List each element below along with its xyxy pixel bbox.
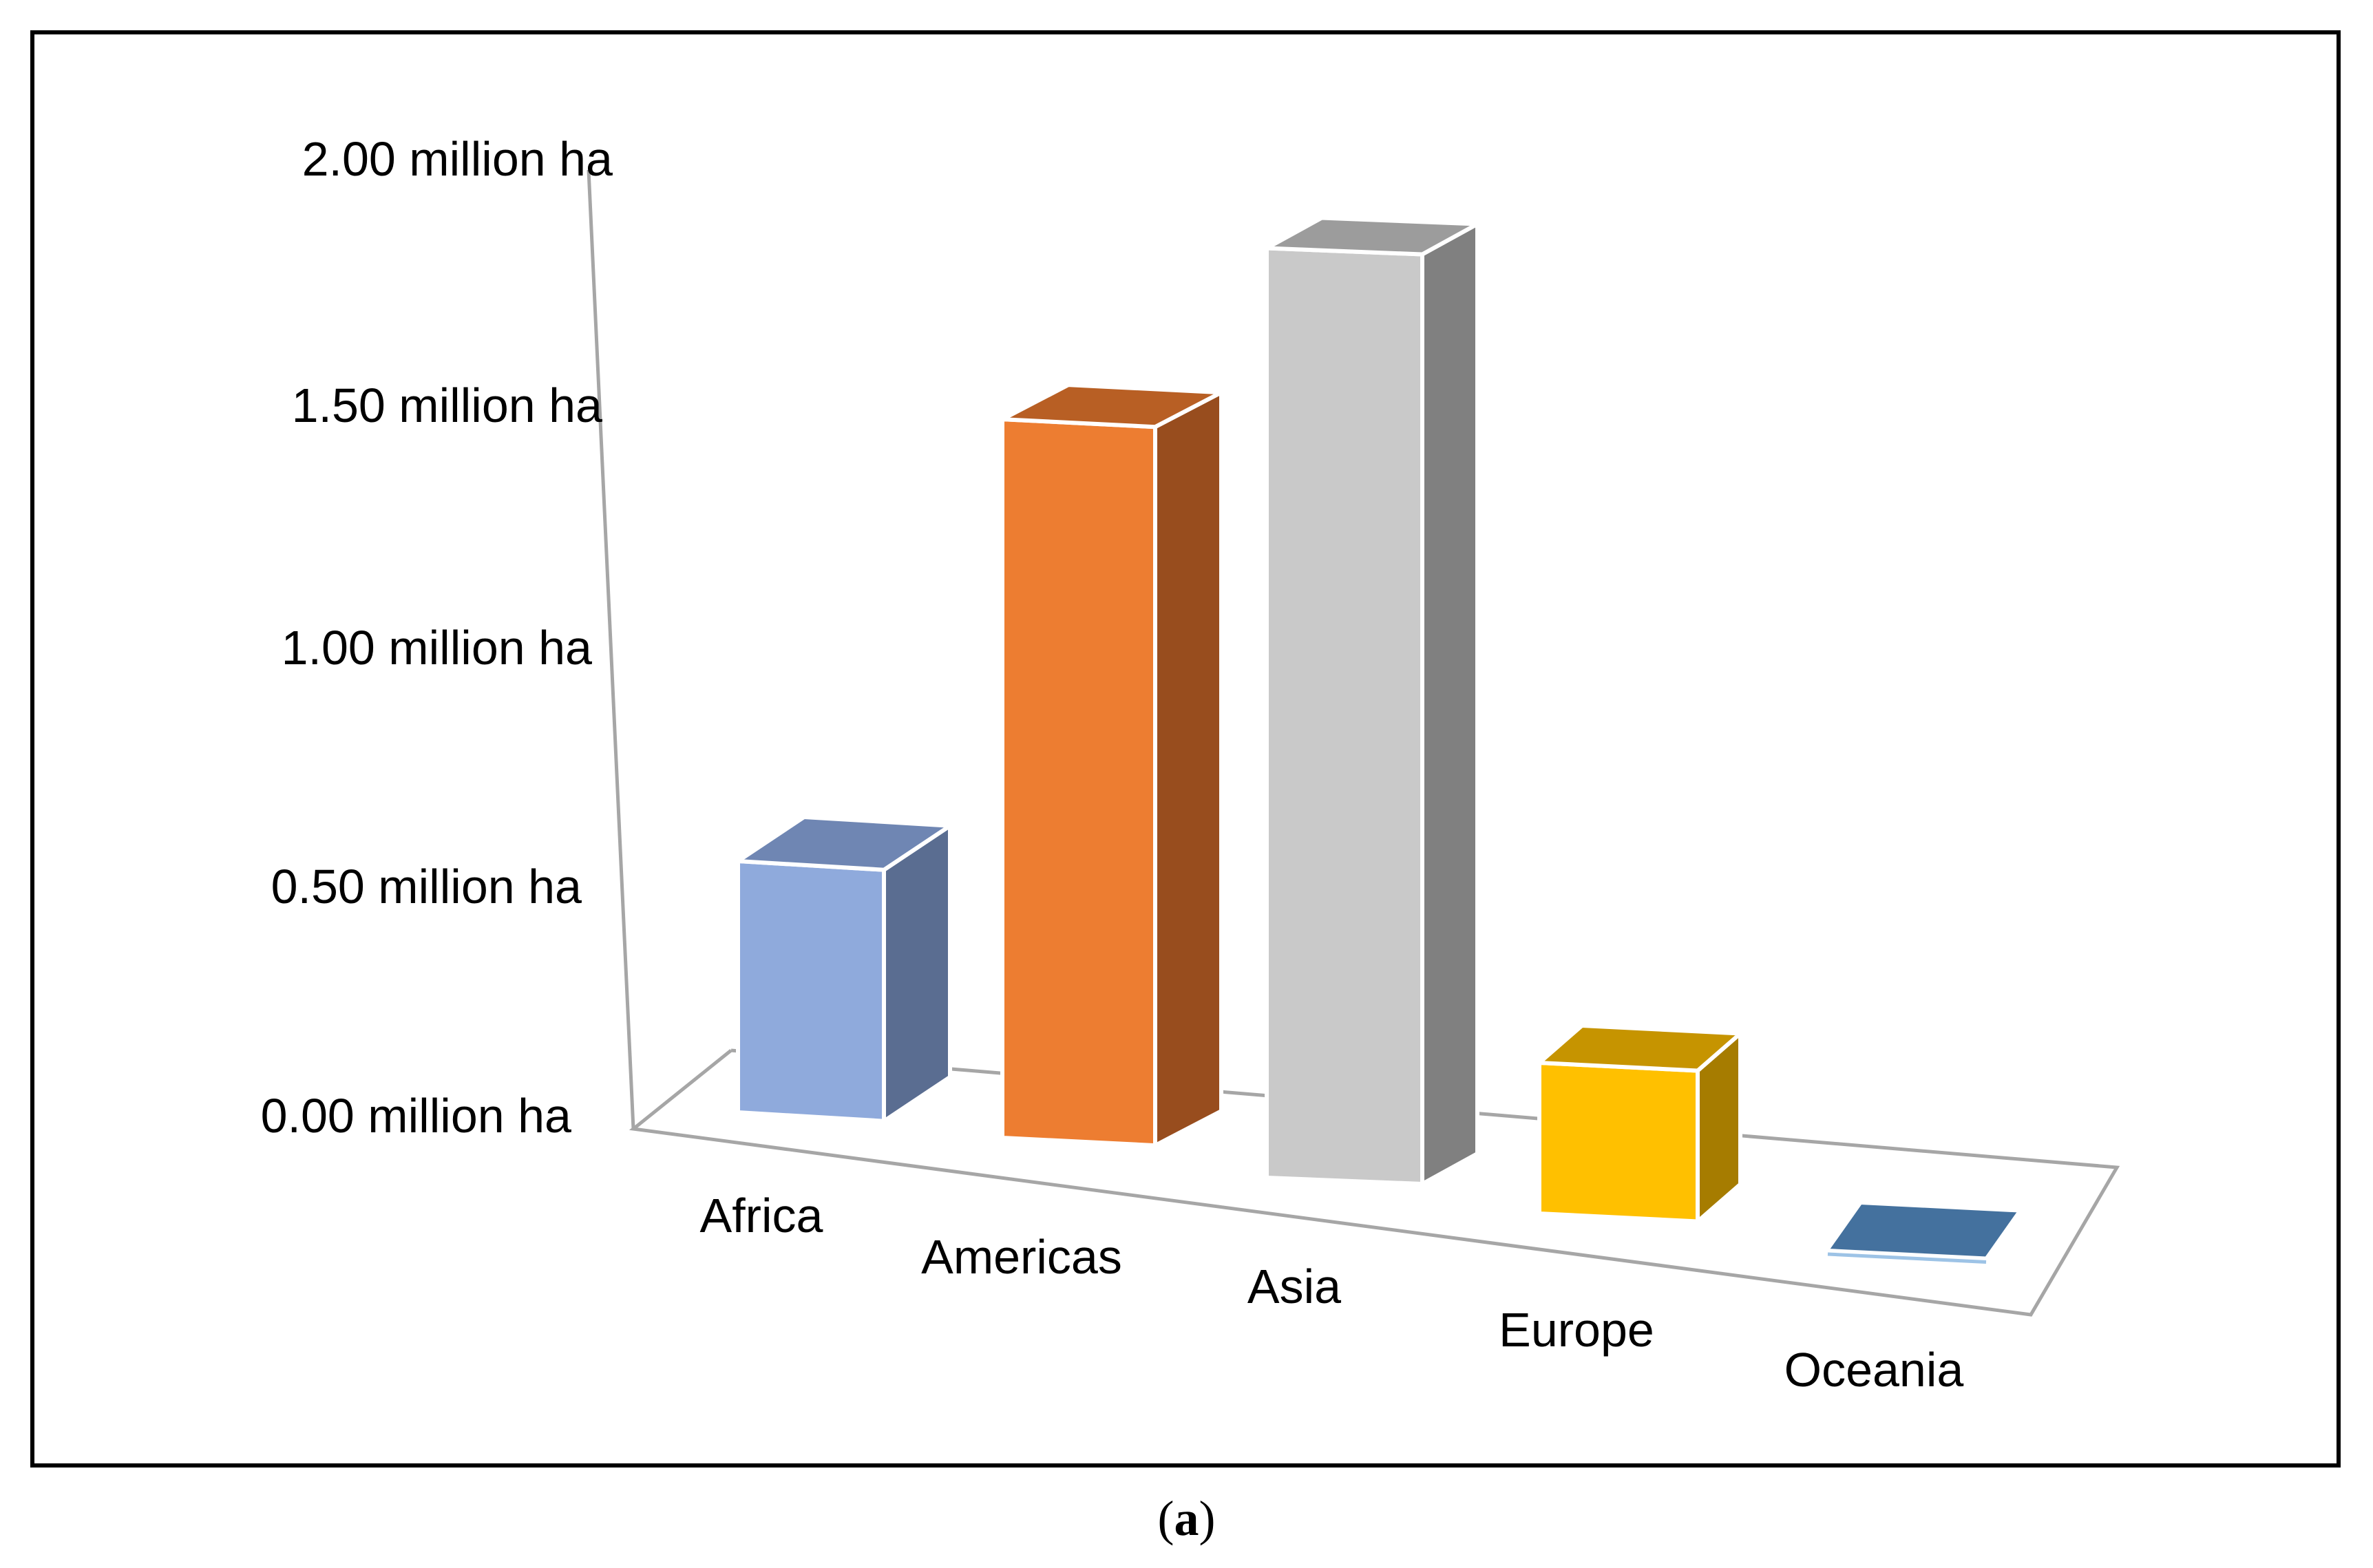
y-tick-labels: 0.00 million ha 0.50 million ha 1.00 milli… <box>261 132 613 1143</box>
bar-side <box>1420 222 1479 1187</box>
y-tick-label: 0.00 million ha <box>261 1089 571 1143</box>
caption-open: ( <box>1157 1491 1174 1546</box>
bar-europe <box>1537 1024 1742 1224</box>
bar-top <box>1826 1202 2021 1260</box>
bar-top <box>1000 383 1223 430</box>
bar-asia <box>1265 215 1479 1187</box>
y-tick-label: 2.00 million ha <box>302 132 613 186</box>
bar-side <box>1153 390 1223 1148</box>
figure-caption: (a) <box>0 1490 2373 1547</box>
bar-americas <box>1000 383 1223 1148</box>
bar-top <box>736 815 952 872</box>
bar-top <box>1265 215 1479 257</box>
bar-side <box>882 823 952 1123</box>
category-label-americas: Americas <box>921 1230 1122 1284</box>
bars-layer <box>736 215 2021 1264</box>
category-label-oceania: Oceania <box>1784 1343 1964 1397</box>
y-tick-label: 0.50 million ha <box>271 860 582 913</box>
bar-front-edge <box>1827 1252 1987 1264</box>
bar-front <box>1537 1061 1700 1224</box>
bar-africa <box>736 815 952 1123</box>
y-axis-line <box>587 169 635 1130</box>
y-tick-label: 1.00 million ha <box>282 621 592 675</box>
y-tick-label: 1.50 million ha <box>292 379 602 432</box>
caption-close: ) <box>1199 1491 1216 1546</box>
chart-frame: 0.00 million ha 0.50 million ha 1.00 milli… <box>30 30 2341 1468</box>
category-label-africa: Africa <box>700 1189 823 1242</box>
bar-front <box>1000 417 1157 1148</box>
bar-oceania <box>1826 1202 2021 1264</box>
category-labels: Africa Americas Asia Europe Oceania <box>700 1189 1964 1397</box>
category-label-asia: Asia <box>1247 1260 1341 1313</box>
chart-svg: 0.00 million ha 0.50 million ha 1.00 milli… <box>261 132 2120 1397</box>
bar-front <box>1265 246 1424 1187</box>
bar-top <box>1537 1024 1742 1073</box>
caption-letter: a <box>1174 1491 1199 1546</box>
bar-front <box>736 859 886 1123</box>
category-label-europe: Europe <box>1499 1303 1654 1357</box>
